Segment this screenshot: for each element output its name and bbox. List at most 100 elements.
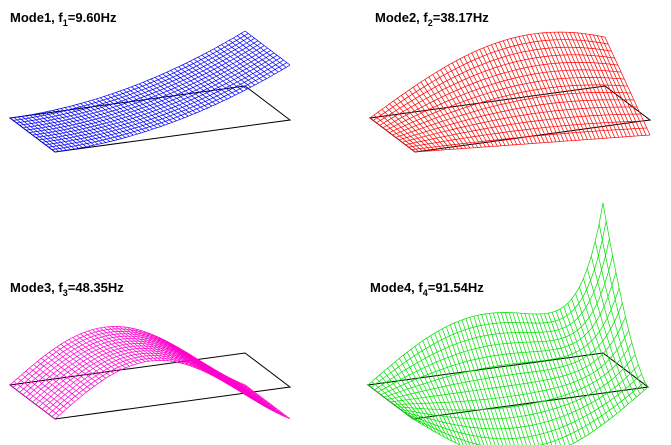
mesh-line (543, 313, 590, 435)
mesh-line (41, 112, 87, 148)
symbol: f (58, 280, 63, 295)
mesh-line (498, 41, 545, 143)
mesh-line (158, 75, 205, 110)
mesh-line (244, 384, 291, 420)
mesh-line (80, 103, 126, 138)
mesh-line (17, 116, 64, 152)
subscript: 1 (63, 18, 68, 28)
panel-title: Mode1, f1=9.60Hz (10, 10, 117, 28)
plate-outline (8, 352, 292, 420)
mesh-line (393, 100, 439, 151)
mesh-line (551, 312, 598, 429)
mesh-line (197, 56, 244, 92)
mesh-line (385, 106, 431, 152)
mesh-line (225, 42, 271, 77)
mesh-line (92, 99, 138, 135)
mesh-line (401, 95, 447, 150)
mesh-line (240, 382, 287, 418)
mesh-line (586, 268, 633, 401)
mesh-line (142, 81, 189, 117)
mesh-line (530, 34, 576, 141)
mesh-line (225, 375, 271, 410)
mesh-line (420, 81, 467, 149)
mesh-line (209, 366, 256, 401)
mesh-line (581, 33, 627, 137)
mesh-line (422, 340, 467, 445)
mesh-line (502, 40, 549, 143)
mesh-line (51, 357, 287, 417)
mesh-line (377, 112, 424, 152)
mesh-line (162, 73, 209, 109)
subscript: 2 (428, 18, 433, 28)
mesh-line (142, 330, 189, 366)
mode-label: Mode2 (375, 10, 416, 25)
mesh-line (455, 60, 502, 146)
mesh-line (475, 50, 522, 145)
mesh-line (434, 333, 478, 445)
mesh-line (463, 56, 510, 146)
mesh-line (56, 109, 103, 144)
mesh-line (107, 326, 154, 362)
mesh-line (111, 326, 158, 361)
mesh-line (381, 109, 428, 152)
mesh-line (453, 322, 496, 445)
mesh-line (402, 355, 449, 440)
mesh-line (88, 100, 134, 136)
mesh-line (414, 346, 461, 445)
mesh-line (76, 104, 122, 139)
mesh-line (395, 361, 441, 436)
mesh-line (600, 36, 647, 136)
mesh-line (585, 33, 631, 137)
mesh-line (432, 74, 478, 148)
mode-label: Mode4 (370, 280, 412, 295)
mesh-line (158, 337, 205, 372)
mesh-line (516, 312, 561, 445)
mesh-line (54, 360, 291, 420)
mesh-line (33, 364, 79, 399)
mesh-line (48, 110, 95, 146)
mesh-line (135, 85, 181, 120)
mesh-line (244, 30, 291, 66)
mesh-line (426, 337, 471, 445)
mesh-line (465, 318, 507, 445)
mesh-line (115, 326, 162, 361)
mesh-line (33, 114, 79, 149)
mesh-line (95, 98, 142, 134)
mesh-line (64, 341, 111, 377)
mesh-line (115, 92, 162, 127)
mesh-line (13, 381, 60, 416)
panel-title: Mode3, f3=48.35Hz (10, 280, 124, 298)
mesh-line (522, 35, 569, 142)
mesh-line (471, 52, 518, 145)
mesh-line (99, 97, 146, 132)
mesh-line (131, 86, 177, 122)
mesh-line (13, 117, 60, 152)
mesh-line (594, 241, 641, 394)
mesh-line (9, 117, 56, 153)
mesh-line (438, 330, 481, 445)
mesh-line (397, 97, 443, 151)
mesh-line (60, 108, 107, 143)
mesh-line (510, 38, 557, 142)
mesh-line (557, 31, 604, 139)
mesh-line (375, 377, 422, 424)
mesh-line (461, 319, 504, 445)
mesh-line (41, 357, 87, 393)
mesh-line (170, 70, 216, 105)
mesh-line (418, 343, 464, 445)
mesh-line (561, 31, 608, 139)
mesh-line (383, 287, 620, 398)
mesh-line (217, 370, 263, 406)
frequency: =91.54Hz (428, 280, 485, 295)
mesh-line (174, 345, 220, 380)
mesh-line (56, 346, 103, 382)
mesh-line (123, 89, 169, 124)
mesh-line (369, 117, 416, 153)
mesh-line (567, 303, 614, 417)
mesh-line (221, 44, 267, 79)
mesh-line (389, 103, 435, 151)
mesh-line (445, 326, 488, 445)
mesh-line (209, 50, 256, 86)
symbol: f (418, 280, 423, 295)
mesh-line (371, 381, 418, 422)
